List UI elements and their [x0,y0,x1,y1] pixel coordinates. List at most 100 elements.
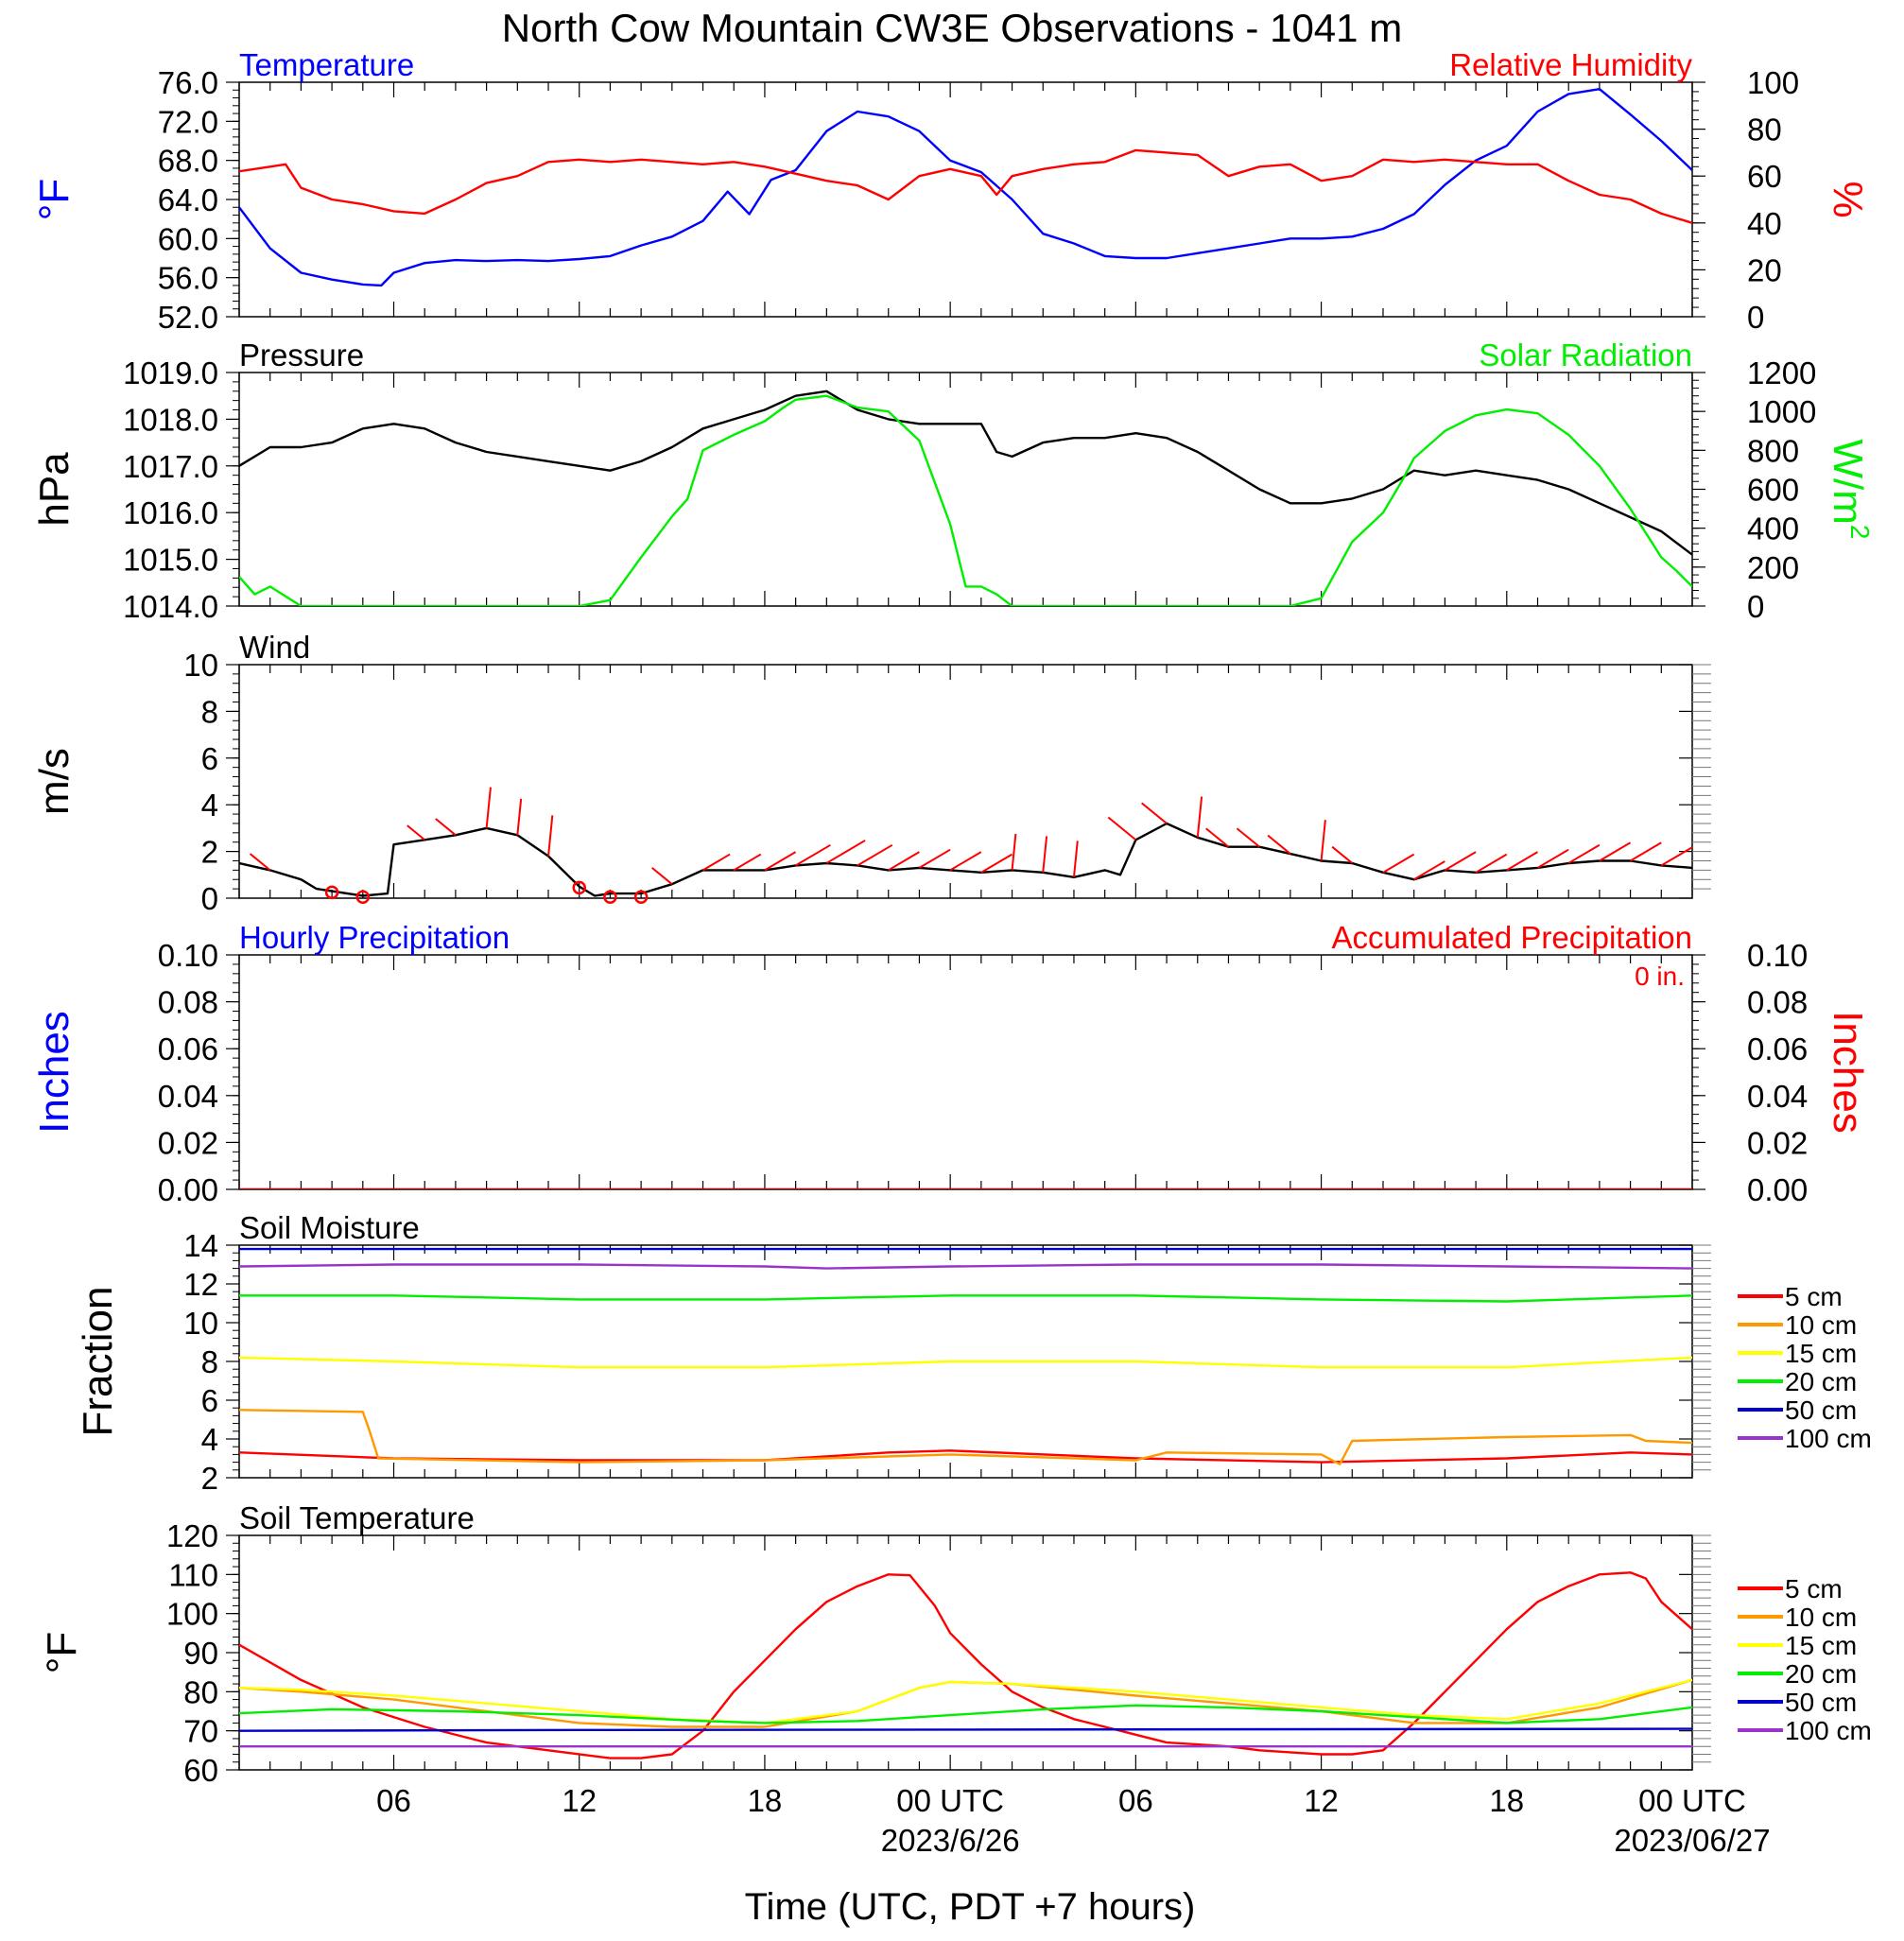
series-line-15-cm [239,1356,1692,1369]
x-tick-label: 12 [1304,1783,1339,1818]
wind-barb [1630,841,1662,862]
y-tick-label: 72.0 [158,104,218,139]
y-tick-label: 6 [201,741,218,776]
figure-title: North Cow Mountain CW3E Observations - 1… [502,6,1402,50]
panel-title-left: Soil Moisture [239,1210,420,1245]
legend-label: 15 cm [1785,1339,1857,1368]
legend-label: 100 cm [1785,1424,1872,1453]
y-tick-label: 0.10 [158,938,218,973]
wind-barb [857,843,893,867]
x-tick-label: 06 [376,1783,411,1818]
y-tick-label-right: 60 [1747,159,1782,194]
y-tick-label-right: 0.08 [1747,985,1808,1020]
y-tick-label-right: 1200 [1747,355,1816,390]
x-tick-label: 18 [1489,1783,1524,1818]
y-tick-label-right: 0.06 [1747,1031,1808,1066]
y-tick-label: 1015.0 [123,543,218,578]
panel-title-left: Pressure [239,338,364,373]
wind-barb [949,851,982,872]
y-tick-label: 0.00 [158,1172,218,1207]
panel-title-left: Wind [239,630,310,665]
series-line-5-cm [239,1449,1692,1464]
legend-label: 5 cm [1785,1282,1843,1311]
y-tick-label-right: 0.00 [1747,1172,1808,1207]
panel-title-right: Relative Humidity [1449,47,1692,82]
y-tick-label: 60.0 [158,221,218,256]
series-line-wind [239,822,1692,897]
wind-barb [1196,796,1203,838]
y-tick-label-right: 0.10 [1747,938,1808,973]
wind-barb [1475,853,1508,874]
panel-title-left: Temperature [239,47,414,82]
y-tick-label: 0.08 [158,985,218,1020]
y-tick-label: 10 [183,648,218,683]
wind-barb [1107,816,1136,841]
series-line-100-cm [239,1263,1692,1270]
wind-barb [1072,841,1079,877]
y-tick-label: 6 [201,1383,218,1418]
y-tick-label: 8 [201,1344,218,1379]
panel-pressure-solar: 1019.0 1018.0 1017.0 1016.0 1015.0 1014.0 1200… [31,338,1875,624]
legend-label: 15 cm [1785,1631,1857,1660]
y-tick-label: 68.0 [158,144,218,179]
wind-barb [1205,827,1230,848]
y-tick-label-right: 0.02 [1747,1125,1808,1160]
y-tick-label: 0.02 [158,1125,218,1160]
y-tick-label-right: 0.04 [1747,1079,1808,1114]
series-line-50-cm [239,1727,1692,1732]
calm-wind-marker [572,880,586,895]
calm-wind-marker [633,890,649,905]
y-tick-label: 0.06 [158,1031,218,1066]
wind-barb [1567,843,1601,864]
panel-title-left: Hourly Precipitation [239,920,510,955]
y-tick-label: 14 [183,1228,218,1263]
wind-barb [249,853,271,872]
y-tick-label: 56.0 [158,261,218,296]
wind-barb [1267,834,1291,855]
y-tick-label-right: 0 [1747,589,1764,624]
y-axis-label-left: m/s [31,748,78,815]
x-tick-label: 00 UTC [896,1783,1004,1818]
legend-label: 10 cm [1785,1310,1857,1340]
wind-barb [733,853,762,872]
series-line-20-cm [239,1294,1692,1303]
wind-barb [825,840,866,864]
panel-frame [238,372,1693,607]
wind-barb [1011,833,1017,871]
legend-label: 20 cm [1785,1367,1857,1396]
y-tick-label: 8 [201,694,218,729]
y-tick-label: 80 [183,1674,218,1709]
panel-frame [238,664,1693,899]
y-tick-label: 90 [183,1636,218,1671]
wind-barb [1444,851,1477,872]
y-tick-label: 4 [201,1422,218,1457]
x-tick-label: 18 [748,1783,783,1818]
x-tick-label: 00 UTC [1638,1783,1746,1818]
y-tick-label-right: 400 [1747,511,1799,546]
legend-label: 50 cm [1785,1688,1857,1717]
wind-barb [651,867,673,885]
wind-barb [1320,820,1326,861]
y-axis-label-left: °F [39,1632,85,1673]
wind-barb [1413,860,1445,881]
x-tick-date-label: 2023/06/27 [1614,1823,1770,1858]
x-tick-label: 12 [562,1783,597,1818]
y-axis-label-superscript: 2 [1845,525,1875,540]
y-tick-label-right: 40 [1747,206,1782,241]
y-tick-label-right: 800 [1747,433,1799,468]
y-tick-label: 1019.0 [123,355,218,390]
wind-barb [1141,802,1168,824]
x-tick-date-label: 2023/6/26 [881,1823,1020,1858]
y-tick-label: 76.0 [158,65,218,100]
y-tick-label: 52.0 [158,300,218,335]
calm-wind-marker [355,890,371,905]
y-tick-label: 70 [183,1714,218,1749]
series-line-temperature [239,88,1692,287]
panel-title-left: Soil Temperature [239,1500,475,1535]
panel-title-right: Accumulated Precipitation [1331,920,1692,955]
series-line-relative-humidity [239,148,1692,224]
y-tick-label: 0.04 [158,1079,218,1114]
wind-barb [1660,846,1693,867]
panel-title-right: Solar Radiation [1479,338,1692,373]
